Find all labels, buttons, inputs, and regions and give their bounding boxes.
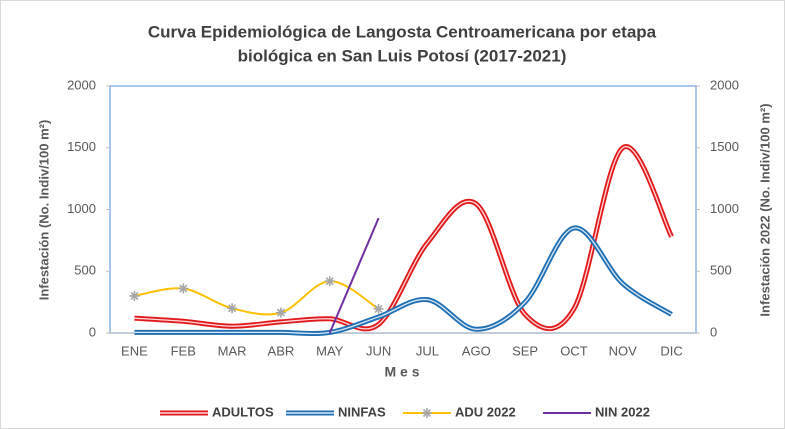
series-line-highlight xyxy=(134,227,672,335)
x-tick-label: ENE xyxy=(121,343,148,358)
series-marker xyxy=(373,303,384,314)
y2-tick-label: 2000 xyxy=(710,77,739,92)
y-axis-label: Infestación (No. Indiv/100 m²) xyxy=(36,120,51,301)
x-tick-label: JUL xyxy=(416,343,439,358)
y2-tick-label: 0 xyxy=(710,324,717,339)
legend-label: NINFAS xyxy=(338,404,386,419)
chart-title: biológica en San Luis Potosí (2017-2021) xyxy=(238,46,567,65)
x-tick-label: OCT xyxy=(560,343,588,358)
y2-tick-label: 1000 xyxy=(710,201,739,216)
x-tick-label: SEP xyxy=(512,343,538,358)
series-marker xyxy=(129,290,140,301)
y-tick-label: 2000 xyxy=(67,77,96,92)
y2-tick-label: 1500 xyxy=(710,139,739,154)
x-tick-label: FEB xyxy=(171,343,196,358)
x-tick-label: JUN xyxy=(366,343,391,358)
legend-label: ADU 2022 xyxy=(455,404,516,419)
x-axis-label: M e s xyxy=(384,364,419,380)
series-marker xyxy=(227,303,238,314)
legend-label: ADULTOS xyxy=(212,404,274,419)
y-tick-label: 1000 xyxy=(67,201,96,216)
legend-label: NIN 2022 xyxy=(595,404,650,419)
series-line xyxy=(328,217,380,334)
x-tick-label: AGO xyxy=(462,343,491,358)
series-marker xyxy=(178,283,189,294)
x-tick-label: MAR xyxy=(218,343,247,358)
x-tick-label: MAY xyxy=(316,343,344,358)
series-line-highlight xyxy=(134,146,673,330)
x-tick-label: DIC xyxy=(660,343,682,358)
series-marker xyxy=(324,276,335,287)
x-tick-label: ABR xyxy=(268,343,295,358)
x-tick-label: NOV xyxy=(609,343,638,358)
y-tick-label: 0 xyxy=(89,324,96,339)
y-tick-label: 1500 xyxy=(67,139,96,154)
y-tick-label: 500 xyxy=(74,263,96,278)
legend-marker xyxy=(422,408,432,418)
series-marker xyxy=(275,307,286,318)
y2-tick-label: 500 xyxy=(710,263,732,278)
y2-axis-label: Infestación 2022 (No. Indiv/100 m²) xyxy=(757,103,772,316)
chart-title: Curva Epidemiológica de Langosta Centroa… xyxy=(148,22,657,41)
